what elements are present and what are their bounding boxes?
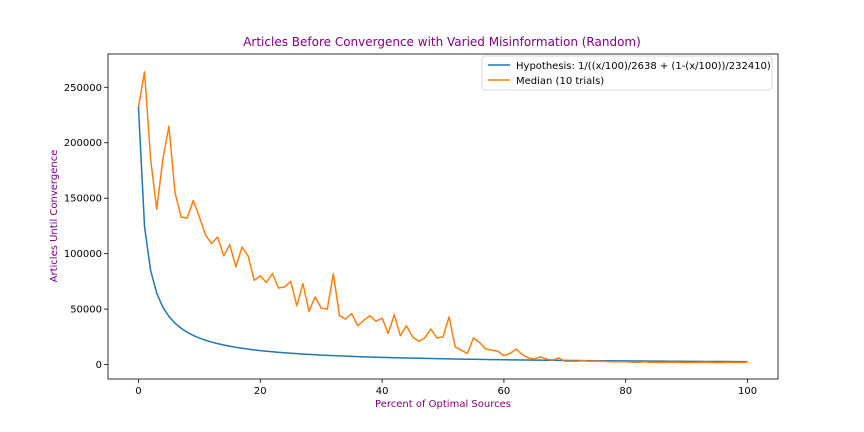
y-axis-label: Articles Until Convergence: [49, 150, 60, 283]
y-tick-label: 100000: [64, 249, 102, 260]
x-axis-ticks: 0 20 40 60 80 100: [135, 379, 757, 397]
x-axis-label: Percent of Optimal Sources: [375, 399, 511, 410]
plot-frame: [107, 53, 779, 380]
x-tick-label: 60: [498, 386, 511, 397]
y-tick-label: 50000: [70, 305, 102, 316]
legend-box: [481, 55, 773, 91]
x-tick-label: 20: [254, 386, 267, 397]
y-axis-ticks: 0 50000 100000 150000 200000 250000: [64, 83, 108, 371]
plot-series: [137, 71, 748, 364]
legend: Hypothesis: 1/((x/100)/2638 + (1-(x/100)…: [481, 55, 773, 91]
y-tick-label: 0: [96, 360, 102, 371]
x-tick-label: 80: [619, 386, 632, 397]
chart-title: Articles Before Convergence with Varied …: [243, 35, 641, 49]
x-tick-label: 100: [738, 386, 757, 397]
legend-label-median: Median (10 trials): [516, 76, 604, 87]
y-tick-label: 150000: [64, 194, 102, 205]
legend-label-hypothesis: Hypothesis: 1/((x/100)/2638 + (1-(x/100)…: [516, 61, 771, 72]
series-line-median: [137, 71, 748, 364]
x-tick-label: 40: [376, 386, 389, 397]
x-tick-label: 0: [135, 386, 141, 397]
y-tick-label: 250000: [64, 83, 102, 94]
y-tick-label: 200000: [64, 138, 102, 149]
series-line-hypothesis: [137, 106, 748, 363]
